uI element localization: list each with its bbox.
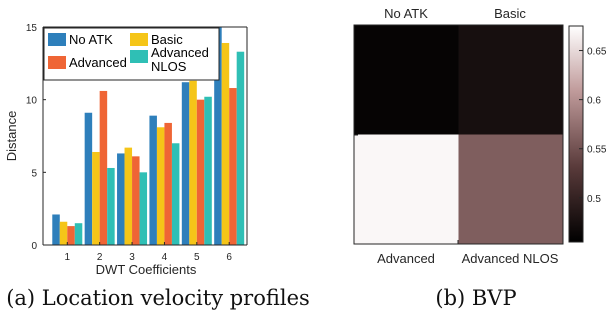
heatmap-chart: No ATK Basic Advanced Advanced NLOS 0.50…: [353, 6, 607, 266]
bar-2-5: [196, 99, 205, 246]
bar-0-6: [214, 27, 222, 245]
heatmap-top-label-1: Basic: [494, 6, 526, 21]
heatmap-cells: [354, 25, 563, 244]
caption-left: (a) Location velocity profiles: [6, 286, 310, 310]
legend-label-2: Advanced: [69, 55, 127, 70]
x-tick-label-5: 5: [194, 252, 200, 263]
x-tick-label-6: 6: [226, 252, 232, 263]
y-tick-label-5: 5: [31, 168, 37, 179]
bar-2-3: [132, 156, 140, 245]
bar-0-2: [84, 112, 93, 245]
x-tick-label-2: 2: [97, 252, 103, 263]
heatmap-bottom-label-1: Advanced NLOS: [462, 251, 559, 266]
legend-label-0: No ATK: [69, 32, 113, 47]
bar-3-3: [139, 172, 148, 245]
y-axis-label: Distance: [4, 111, 19, 162]
bar-3-1: [74, 223, 83, 245]
bar-0-3: [117, 153, 125, 245]
x-tick-label-1: 1: [65, 252, 71, 263]
bar-2-6: [229, 88, 237, 245]
y-tick-label-15: 15: [26, 23, 38, 34]
bar-2-2: [99, 90, 108, 246]
bar-1-1: [59, 221, 68, 245]
bar-0-5: [181, 82, 190, 245]
bar-3-6: [236, 51, 245, 245]
y-tick-labels: 0 5 10 15: [26, 23, 46, 252]
heatmap-cell-0-1: [458, 25, 563, 135]
bar-1-2: [92, 151, 100, 245]
y-tick-label-0: 0: [31, 241, 37, 252]
heatmap-cell-0-0: [354, 25, 459, 135]
colorbar-tick-label-2: 0.6: [587, 96, 601, 107]
bar-3-4: [171, 143, 180, 245]
bar-2-4: [164, 122, 172, 245]
legend-swatch-1: [130, 33, 148, 46]
legend-swatch-2: [48, 56, 66, 69]
legend-label-3: Advanced NLOS: [151, 45, 209, 74]
x-tick-label-4: 4: [162, 252, 168, 263]
bar-1-4: [156, 127, 165, 245]
bar-2-1: [67, 226, 75, 245]
colorbar-tick-label-3: 0.65: [587, 47, 607, 58]
x-axis-label: DWT Coefficients: [96, 262, 197, 277]
bar-series-group: [52, 27, 245, 246]
heatmap-top-label-0: No ATK: [384, 6, 428, 21]
colorbar-tick-label-0: 0.5: [587, 194, 601, 205]
legend-label-1: Basic: [151, 32, 183, 47]
bar-1-6: [221, 42, 230, 246]
y-tick-label-10: 10: [26, 96, 38, 107]
colorbar-ticks: 0.5 0.55 0.6 0.65: [579, 47, 607, 205]
heatmap-cell-1-1: [458, 134, 563, 244]
bar-0-4: [149, 115, 157, 245]
heatmap-cell-1-0: [354, 134, 459, 244]
legend-swatch-0: [48, 33, 66, 46]
caption-right: (b) BVP: [435, 286, 516, 310]
bar-3-5: [204, 96, 212, 245]
bar-1-3: [124, 147, 133, 245]
bar-1-5: [189, 80, 197, 245]
bar-0-1: [52, 214, 60, 245]
colorbar-tick-label-1: 0.55: [587, 145, 607, 156]
heatmap-bottom-label-0: Advanced: [377, 251, 435, 266]
colorbar: [568, 25, 584, 243]
bar-3-2: [107, 167, 115, 245]
x-tick-labels: 1 2 3 4 5 6: [65, 242, 232, 263]
x-tick-label-3: 3: [129, 252, 135, 263]
legend-swatch-3: [130, 50, 148, 63]
